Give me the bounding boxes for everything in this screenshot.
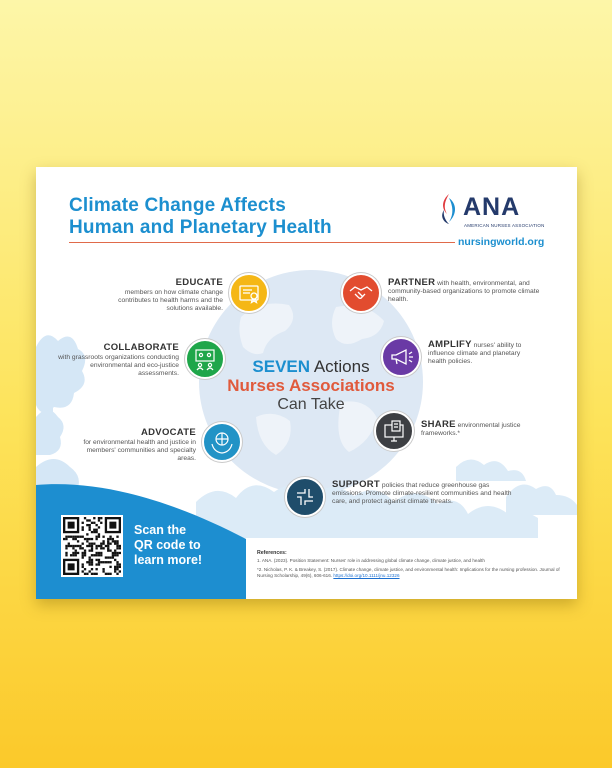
support-text: policies that reduce greenhouse gas emis… — [332, 482, 512, 505]
title-divider — [69, 242, 455, 243]
certificate-icon — [229, 273, 269, 313]
partner-title: PARTNER — [388, 277, 436, 288]
action-share: SHARE environmental justice frameworks.* — [421, 419, 521, 438]
reference-1: 1. ANA. (2023). Position Statement: Nurs… — [257, 558, 485, 563]
handshake-icon — [341, 273, 381, 313]
seven-word: SEVEN — [252, 357, 311, 376]
ana-logo-subtitle: AMERICAN NURSES ASSOCIATION — [464, 223, 545, 228]
presentation-icon — [185, 339, 225, 379]
action-educate: EDUCATE members on how climate change co… — [100, 277, 223, 313]
center-line-2: Nurses Associations — [227, 376, 395, 395]
support-title: SUPPORT — [332, 479, 381, 490]
ana-logo-text: ANA — [463, 193, 521, 221]
scan-line-3: learn more! — [134, 553, 203, 567]
action-partner: PARTNER with health, environmental, and … — [388, 277, 548, 304]
share-text: environmental justice frameworks.* — [421, 422, 521, 437]
collaborate-title: COLLABORATE — [103, 342, 179, 353]
amplify-title: AMPLIFY — [428, 339, 472, 350]
ana-logo-mark-icon — [442, 194, 455, 224]
advocate-title: ADVOCATE — [140, 427, 196, 438]
share-title: SHARE — [421, 419, 456, 430]
scan-line-1: Scan the — [134, 523, 187, 537]
reference-2-text: *2. Nicholas, P. K. & Breakey, S. (2017)… — [257, 567, 560, 578]
title-line-1: Climate Change Affects — [69, 195, 286, 216]
page-title: Climate Change Affects Human and Planeta… — [69, 195, 332, 239]
collaborate-text: with grassroots organizations conducting… — [58, 354, 179, 377]
educate-text: members on how climate change contribute… — [118, 289, 223, 312]
ana-logo: ANA AMERICAN NURSES ASSOCIATION — [438, 192, 558, 232]
reference-2: *2. Nicholas, P. K. & Breakey, S. (2017)… — [257, 567, 567, 579]
background-illustration — [36, 270, 577, 599]
amplify-text: nurses' ability to influence climate and… — [428, 342, 522, 365]
joined-hands-icon — [285, 477, 325, 517]
poster: Climate Change Affects Human and Planeta… — [36, 167, 577, 599]
globe-in-hands-icon — [202, 422, 242, 462]
center-line-1: SEVEN Actions — [216, 357, 406, 376]
references: References: 1. ANA. (2023). Position Sta… — [257, 550, 567, 579]
center-heading: SEVEN Actions Nurses Associations Can Ta… — [216, 357, 406, 414]
megaphone-icon — [381, 337, 421, 377]
actions-word: Actions — [310, 357, 370, 376]
scan-qr-text: Scan the QR code to learn more! — [134, 523, 202, 568]
qr-code[interactable] — [61, 515, 123, 577]
computer-document-icon — [374, 411, 414, 451]
scan-line-2: QR code to — [134, 538, 201, 552]
action-advocate: ADVOCATE for environmental health and ju… — [76, 427, 196, 463]
advocate-text: for environmental health and justice in … — [83, 439, 196, 462]
reference-2-link[interactable]: https://doi.org/10.1111/jnu.12326 — [333, 573, 400, 578]
action-collaborate: COLLABORATE with grassroots organization… — [56, 342, 179, 378]
references-heading: References: — [257, 550, 287, 556]
website-link[interactable]: nursingworld.org — [458, 236, 545, 248]
action-amplify: AMPLIFY nurses' ability to influence cli… — [428, 339, 523, 366]
educate-title: EDUCATE — [175, 277, 223, 288]
center-line-3: Can Take — [277, 396, 345, 413]
action-support: SUPPORT policies that reduce greenhouse … — [332, 479, 512, 506]
partner-text: with health, environmental, and communit… — [388, 280, 540, 303]
title-line-2: Human and Planetary Health — [69, 217, 332, 238]
